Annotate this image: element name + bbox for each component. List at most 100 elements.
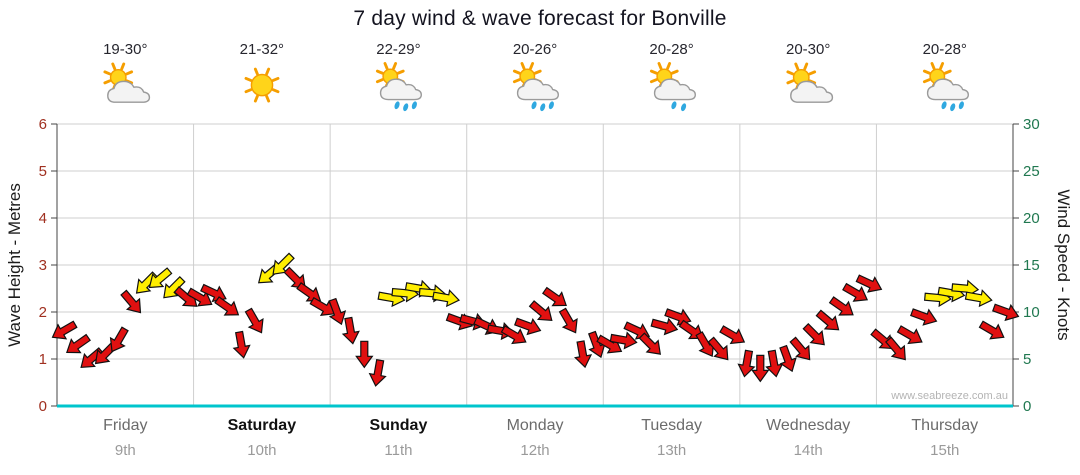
wind-arrow-red (66, 333, 91, 354)
wind-arrow-red (341, 316, 360, 345)
wind-arrow-red (896, 325, 923, 345)
wind-axis-tick-label: 30 (1023, 116, 1040, 133)
day-date: 9th (114, 442, 136, 459)
wind-axis-tick-label: 5 (1023, 351, 1031, 368)
wind-arrow-red (109, 326, 129, 353)
wind-arrow-red (232, 330, 251, 359)
day-label-monday: Monday 12th (467, 417, 604, 459)
weather-icon-partly-cloudy (786, 62, 834, 103)
wind-axis-tick-label: 20 (1023, 210, 1040, 227)
wave-axis-tick-label: 3 (39, 257, 47, 274)
wind-arrow-red (587, 330, 606, 359)
wind-arrow-red (789, 336, 811, 361)
wave-axis-tick-label: 2 (39, 304, 47, 321)
weather-icon-showers (376, 62, 423, 112)
wave-axis-tick-label: 5 (39, 163, 47, 180)
wind-arrow-red (514, 317, 542, 336)
day-name: Thursday (911, 417, 979, 434)
wind-arrow-red (719, 325, 746, 345)
wind-arrow-yellow (432, 289, 461, 308)
day-column-thursday: 20-28° (876, 41, 1013, 123)
day-temp: 19-30° (103, 41, 148, 58)
wind-arrow-red (707, 336, 729, 361)
day-temp: 20-30° (785, 41, 831, 58)
day-axis-labels: Friday 9th Saturday 10th Sunday 11th Monday 12t… (57, 417, 1013, 459)
day-temp: 22-29° (376, 41, 421, 58)
wind-axis-tick-label: 0 (1023, 398, 1031, 415)
wind-arrow-red (815, 309, 840, 331)
day-name: Tuesday (641, 417, 702, 434)
day-label-wednesday: Wednesday 14th (740, 417, 877, 459)
weather-icon-showers (512, 62, 560, 112)
wind-arrow-red (978, 320, 1005, 340)
day-date: 14th (793, 442, 823, 459)
wind-arrow-red (214, 296, 240, 316)
wind-arrow-red (842, 282, 869, 302)
wind-axis-tick-label: 10 (1023, 304, 1040, 321)
wind-axis-tick-label: 15 (1023, 257, 1040, 274)
day-date: 13th (657, 442, 687, 459)
wind-axis-title: Wind Speed - Knots (1054, 189, 1073, 341)
weather-icon-showers (922, 62, 969, 112)
day-name: Sunday (369, 417, 428, 434)
wind-arrow-red (542, 286, 567, 307)
wave-axis-title: Wave Height - Metres (5, 183, 24, 347)
wave-axis-tick-label: 4 (39, 210, 47, 227)
day-name: Saturday (227, 417, 297, 434)
wind-arrow-red (51, 320, 78, 340)
day-label-tuesday: Tuesday 13th (603, 417, 740, 459)
day-column-monday: 20-26° (467, 41, 604, 123)
day-label-saturday: Saturday 10th (194, 417, 331, 459)
watermark: www.seabreeze.com.au (890, 390, 1008, 402)
day-column-saturday: 21-32° (194, 41, 331, 123)
day-temp: 20-28° (922, 41, 967, 58)
day-name: Monday (506, 417, 564, 434)
day-name: Wednesday (766, 417, 851, 434)
day-date: 11th (384, 442, 413, 459)
wind-arrow-red (609, 331, 638, 350)
weather-icon-light-showers (649, 62, 696, 112)
weather-icon-sunny (244, 67, 280, 103)
day-label-thursday: Thursday 15th (876, 417, 1013, 459)
wind-arrow-red (355, 340, 374, 369)
wind-arrow-red (368, 358, 387, 387)
wind-axis-tick-label: 25 (1023, 163, 1040, 180)
wind-arrow-red (186, 287, 213, 307)
day-label-friday: Friday 9th (57, 417, 194, 459)
day-date: 15th (930, 442, 960, 459)
wind-arrow-red (678, 319, 704, 340)
wind-arrow-red (802, 322, 825, 346)
day-temp: 20-28° (649, 41, 694, 58)
wind-arrow-yellow (148, 267, 173, 289)
day-column-sunday: 22-29° (330, 41, 467, 123)
wind-arrow-red (500, 325, 527, 345)
wind-arrow-red (737, 349, 756, 378)
wind-arrow-red (558, 307, 578, 334)
day-column-wednesday: 20-30° (740, 41, 877, 123)
day-label-sunday: Sunday 11th (330, 417, 467, 459)
day-date: 10th (247, 442, 277, 459)
wind-arrow-red (650, 317, 679, 336)
day-date: 12th (520, 442, 550, 459)
wind-arrow-red (751, 354, 770, 383)
wave-axis-tick-label: 0 (39, 398, 47, 415)
wind-arrow-red (244, 307, 264, 334)
wind-arrow-red (528, 300, 553, 322)
wave-axis-tick-label: 1 (39, 351, 47, 368)
day-headers: 19-30° 21-32° 22-29° 20-26° 20-28° 20-30° 20-2… (57, 41, 1013, 123)
day-temp: 21-32° (239, 41, 285, 58)
wind-arrow-yellow (272, 252, 295, 275)
wind-arrow-red (910, 308, 938, 326)
day-name: Friday (103, 417, 148, 434)
wind-arrow-red (992, 303, 1020, 322)
page-title: 7 day wind & wave forecast for Bonville (353, 7, 727, 30)
wind-arrow-red (885, 336, 906, 361)
wind-arrow-red (765, 349, 784, 378)
day-column-friday: 19-30° (57, 41, 194, 123)
wind-arrow-red (120, 289, 142, 314)
wave-axis-tick-label: 6 (39, 116, 47, 133)
wind-arrow-red (309, 296, 336, 316)
wind-arrow-red (855, 274, 883, 293)
